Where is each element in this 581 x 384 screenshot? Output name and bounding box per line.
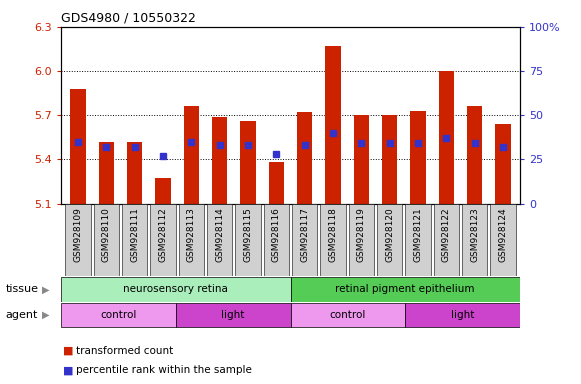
Bar bbox=[94, 204, 119, 276]
Bar bbox=[290, 277, 520, 302]
Bar bbox=[150, 204, 175, 276]
Bar bbox=[433, 204, 459, 276]
Bar bbox=[406, 204, 431, 276]
Bar bbox=[155, 179, 171, 204]
Bar bbox=[439, 71, 454, 204]
Text: GSM928117: GSM928117 bbox=[300, 207, 309, 262]
Bar bbox=[61, 277, 290, 302]
Text: GSM928121: GSM928121 bbox=[414, 207, 422, 262]
Bar bbox=[122, 204, 148, 276]
Text: GSM928114: GSM928114 bbox=[215, 207, 224, 262]
Bar bbox=[184, 106, 199, 204]
Text: GSM928118: GSM928118 bbox=[328, 207, 338, 262]
Text: light: light bbox=[221, 310, 245, 320]
Bar bbox=[490, 204, 516, 276]
Bar bbox=[354, 115, 369, 204]
Text: GSM928122: GSM928122 bbox=[442, 207, 451, 262]
Text: GSM928109: GSM928109 bbox=[74, 207, 83, 262]
Bar bbox=[175, 303, 290, 328]
Bar bbox=[127, 142, 142, 204]
Bar bbox=[70, 89, 86, 204]
Text: percentile rank within the sample: percentile rank within the sample bbox=[76, 365, 252, 375]
Text: neurosensory retina: neurosensory retina bbox=[123, 284, 228, 295]
Text: GSM928112: GSM928112 bbox=[159, 207, 167, 262]
Bar bbox=[292, 204, 317, 276]
Text: ■: ■ bbox=[63, 346, 73, 356]
Bar bbox=[235, 204, 261, 276]
Text: agent: agent bbox=[6, 310, 38, 320]
Bar bbox=[467, 106, 482, 204]
Bar bbox=[325, 46, 341, 204]
Bar bbox=[268, 162, 284, 204]
Text: GSM928119: GSM928119 bbox=[357, 207, 366, 262]
Bar bbox=[264, 204, 289, 276]
Text: GSM928124: GSM928124 bbox=[498, 207, 507, 262]
Text: light: light bbox=[451, 310, 474, 320]
Text: GSM928115: GSM928115 bbox=[243, 207, 253, 262]
Bar bbox=[495, 124, 511, 204]
Text: ■: ■ bbox=[63, 365, 73, 375]
Text: control: control bbox=[329, 310, 366, 320]
Bar bbox=[462, 204, 487, 276]
Text: GSM928111: GSM928111 bbox=[130, 207, 139, 262]
Bar bbox=[178, 204, 204, 276]
Text: GSM928110: GSM928110 bbox=[102, 207, 111, 262]
Bar bbox=[297, 112, 313, 204]
Bar bbox=[382, 115, 397, 204]
Text: tissue: tissue bbox=[6, 284, 39, 295]
Bar bbox=[377, 204, 403, 276]
Text: ▶: ▶ bbox=[42, 284, 49, 295]
Text: retinal pigment epithelium: retinal pigment epithelium bbox=[335, 284, 475, 295]
Text: GSM928120: GSM928120 bbox=[385, 207, 394, 262]
Bar bbox=[240, 121, 256, 204]
Bar bbox=[410, 111, 426, 204]
Text: GDS4980 / 10550322: GDS4980 / 10550322 bbox=[61, 12, 196, 25]
Bar bbox=[290, 303, 406, 328]
Bar bbox=[406, 303, 520, 328]
Bar bbox=[320, 204, 346, 276]
Bar bbox=[349, 204, 374, 276]
Bar bbox=[207, 204, 232, 276]
Text: control: control bbox=[100, 310, 137, 320]
Text: GSM928116: GSM928116 bbox=[272, 207, 281, 262]
Text: ▶: ▶ bbox=[42, 310, 49, 320]
Bar bbox=[61, 303, 175, 328]
Bar bbox=[99, 142, 114, 204]
Bar bbox=[212, 117, 227, 204]
Text: GSM928113: GSM928113 bbox=[187, 207, 196, 262]
Bar bbox=[65, 204, 91, 276]
Text: GSM928123: GSM928123 bbox=[470, 207, 479, 262]
Text: transformed count: transformed count bbox=[76, 346, 173, 356]
